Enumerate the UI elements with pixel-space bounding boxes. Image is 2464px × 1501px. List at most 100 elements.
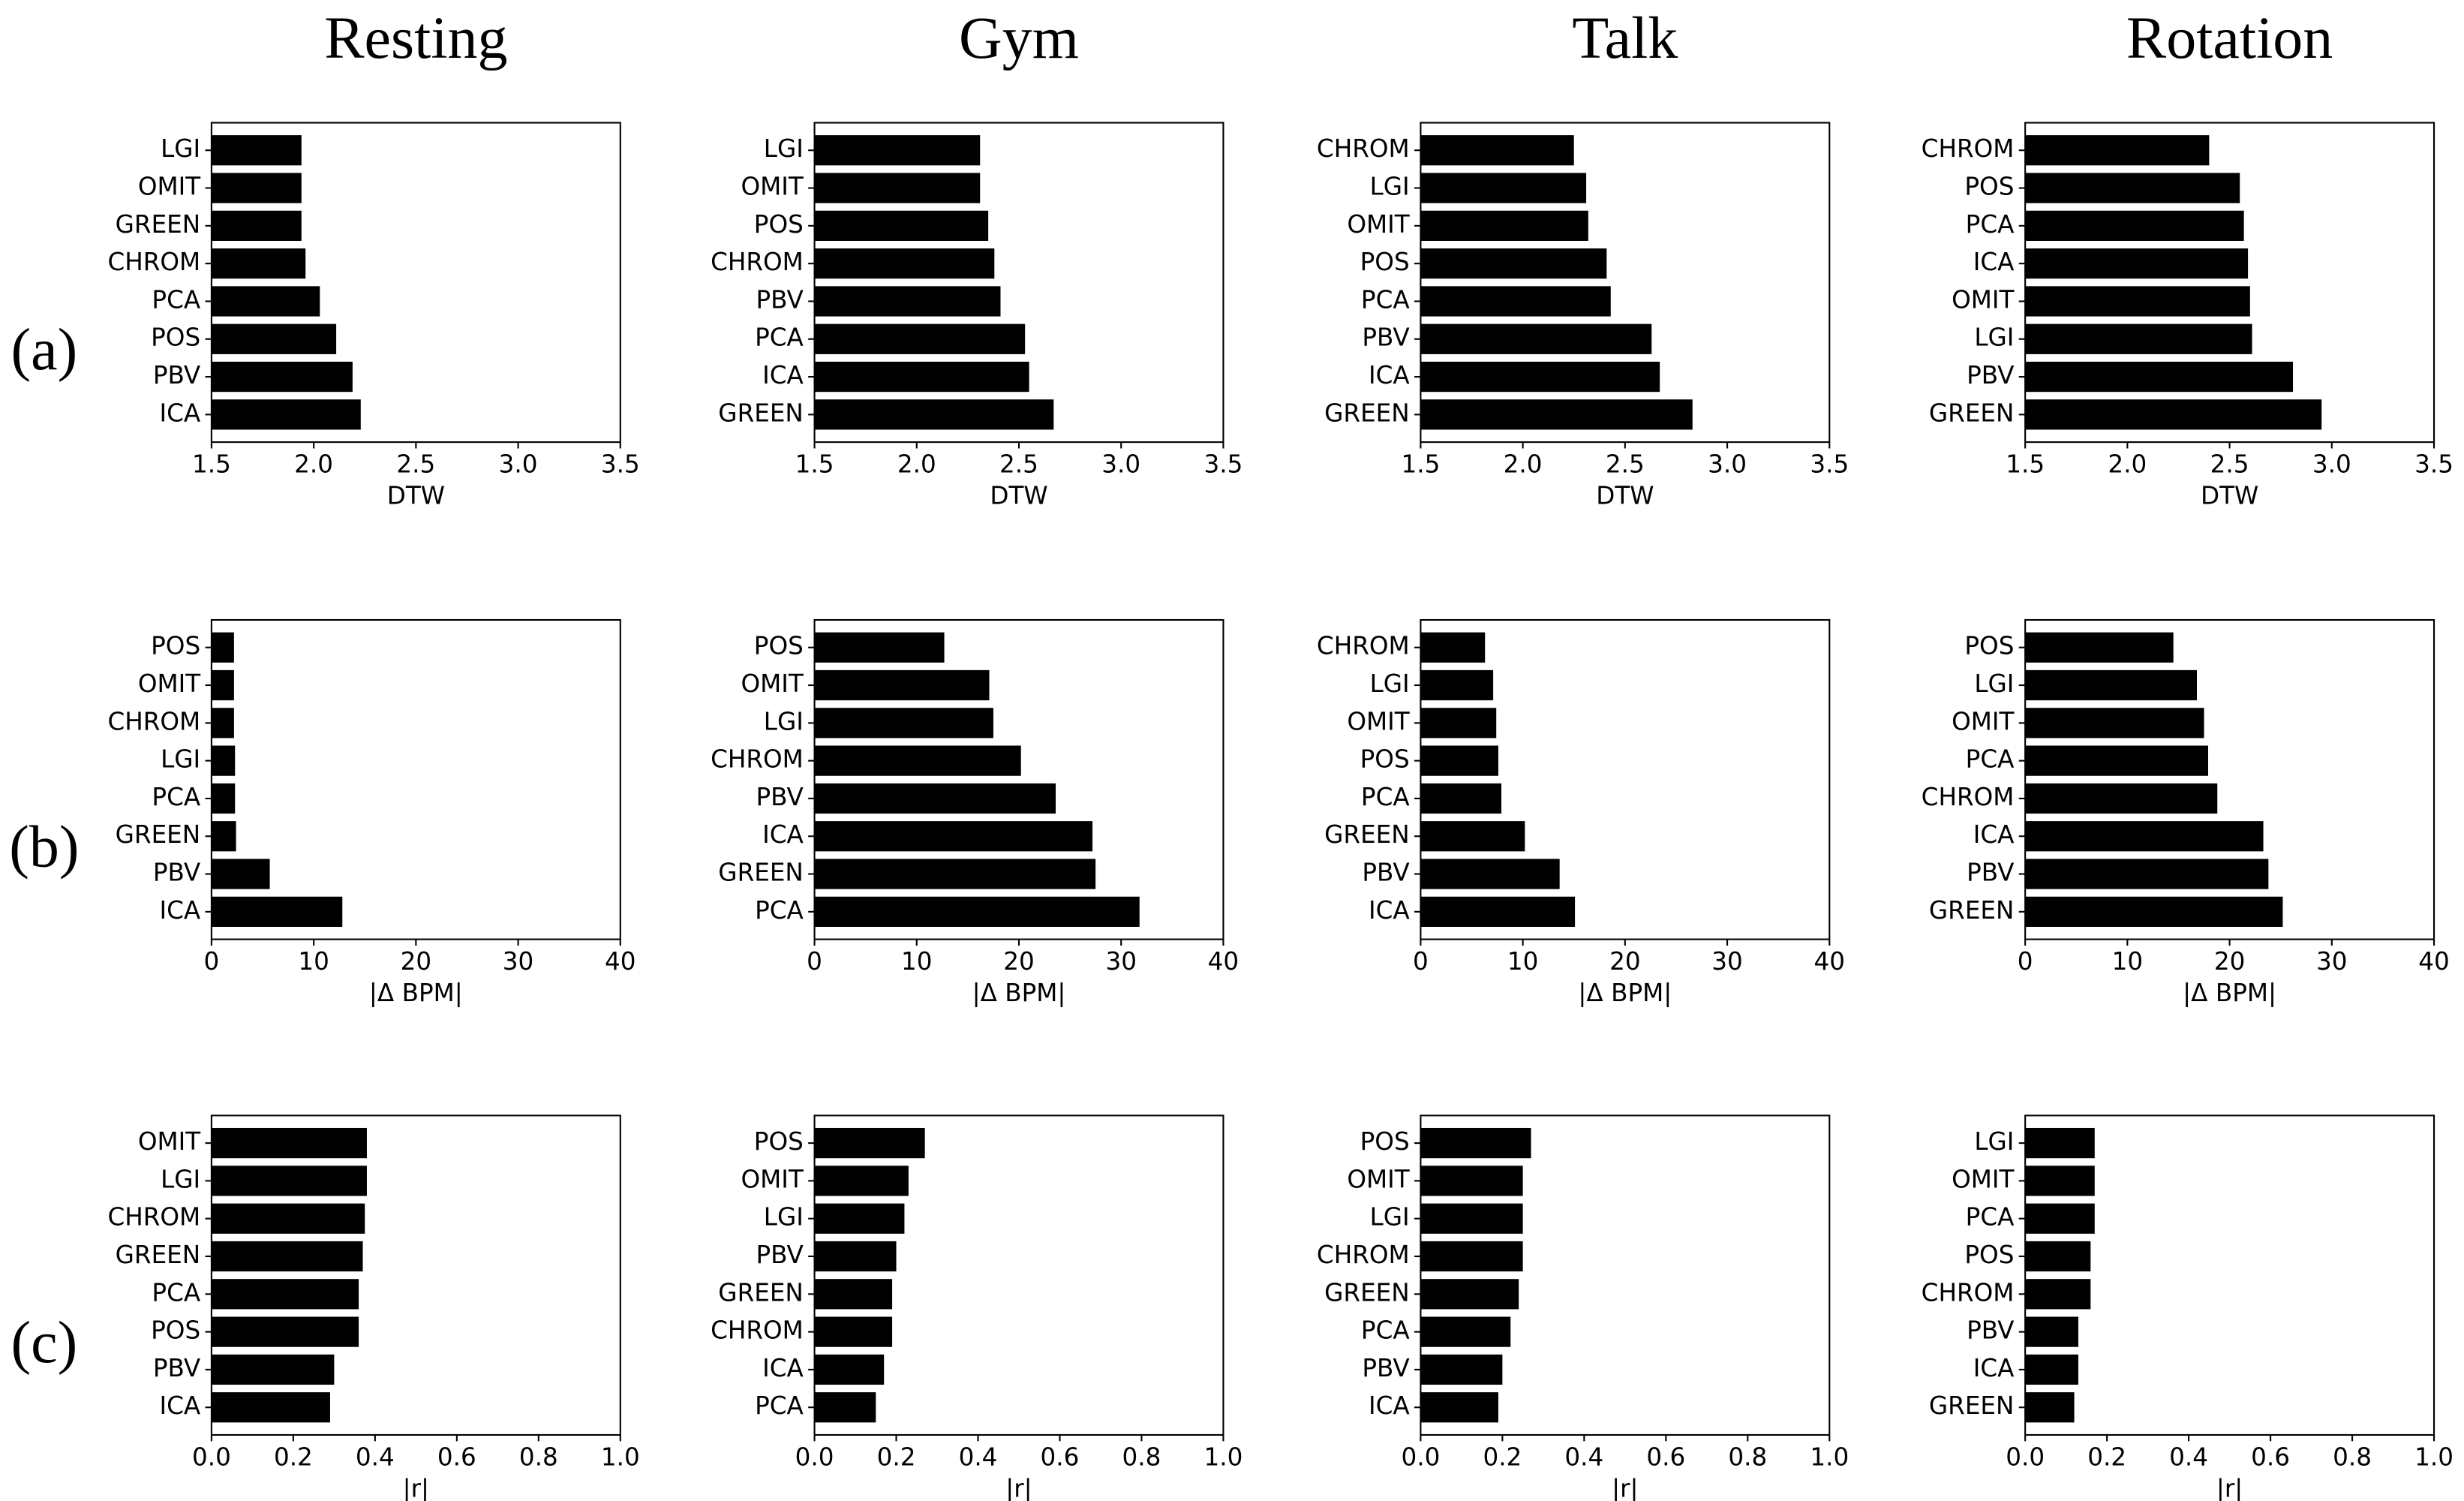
y-tick-label: PBV <box>1967 1316 2014 1345</box>
bar <box>814 173 981 203</box>
x-tick-label: 1.5 <box>795 450 834 479</box>
y-tick-label: OMIT <box>1952 707 2014 735</box>
bar <box>211 1127 367 1159</box>
y-tick-label: CHROM <box>1922 134 2015 163</box>
y-tick-label: PBV <box>153 1354 200 1382</box>
x-tick-label: 10 <box>901 947 932 976</box>
x-tick-label: 1.5 <box>192 450 231 479</box>
bar <box>2025 173 2240 203</box>
y-tick-label: GREEN <box>116 1241 201 1269</box>
y-tick-label: POS <box>754 1127 804 1156</box>
bar <box>211 399 361 430</box>
y-tick-label: LGI <box>161 1165 200 1193</box>
y-tick-label: OMIT <box>138 1127 200 1156</box>
x-axis-label: DTW <box>990 482 1047 510</box>
x-tick-label: 1.5 <box>1401 450 1440 479</box>
x-tick-label: 0.0 <box>2006 1442 2045 1471</box>
bar <box>1420 1392 1498 1423</box>
bar <box>211 745 236 776</box>
bar <box>814 1203 905 1234</box>
y-tick-label: PCA <box>1966 210 2015 239</box>
bar <box>211 1203 365 1234</box>
column-title: Rotation <box>2126 5 2333 71</box>
y-tick-label: OMIT <box>741 669 803 698</box>
axes-frame <box>813 618 1224 940</box>
x-axis-label: |r| <box>1612 1474 1638 1501</box>
bar <box>2025 632 2174 663</box>
bar <box>211 135 302 166</box>
x-tick-label: 20 <box>1003 947 1034 976</box>
bar <box>2025 1203 2095 1234</box>
x-tick-label: 0.2 <box>274 1442 313 1471</box>
bar <box>814 783 1056 814</box>
y-tick-label: POS <box>151 323 200 352</box>
axes-frame <box>210 1114 621 1436</box>
bar <box>2025 1241 2091 1272</box>
y-tick-label: PCA <box>1966 745 2015 774</box>
y-tick-label: POS <box>151 632 200 660</box>
bar <box>211 708 234 738</box>
y-tick-label: PCA <box>1361 1316 1410 1345</box>
y-tick-label: LGI <box>1974 1127 2014 1156</box>
x-tick-label: 20 <box>2214 947 2245 976</box>
bar <box>1420 1166 1523 1196</box>
bar <box>2025 708 2204 738</box>
x-tick-label: 2.0 <box>1504 450 1543 479</box>
bar <box>814 1316 893 1347</box>
x-tick-label: 0 <box>807 947 822 976</box>
bar <box>211 896 343 927</box>
x-tick-label: 0.6 <box>1041 1442 1080 1471</box>
x-tick-label: 1.0 <box>601 1442 640 1471</box>
bar <box>814 286 1001 317</box>
column-title: Gym <box>959 5 1079 71</box>
x-tick-label: 3.5 <box>1810 450 1849 479</box>
y-tick-label: POS <box>1964 632 2014 660</box>
axes-frame <box>1420 1114 1831 1436</box>
x-tick-label: 2.5 <box>2210 450 2249 479</box>
x-tick-label: 0.0 <box>1401 1442 1440 1471</box>
bar <box>1420 286 1611 317</box>
x-tick-label: 30 <box>1711 947 1742 976</box>
bar <box>2025 821 2264 852</box>
x-tick-label: 30 <box>503 947 533 976</box>
y-tick-label: CHROM <box>711 248 804 276</box>
bar <box>2025 1316 2078 1347</box>
y-tick-label: OMIT <box>138 173 200 201</box>
bar <box>814 248 995 279</box>
bar <box>1420 210 1588 241</box>
y-tick-label: POS <box>1360 1127 1410 1156</box>
x-tick-label: 1.0 <box>1204 1442 1243 1471</box>
x-tick-label: 0.2 <box>1483 1442 1522 1471</box>
x-tick-label: 3.5 <box>2414 450 2453 479</box>
bar <box>2025 1354 2078 1385</box>
axes-frame <box>1420 122 1831 444</box>
x-tick-label: 0.6 <box>1646 1442 1685 1471</box>
bar <box>211 632 234 663</box>
bar <box>814 669 990 701</box>
y-tick-label: CHROM <box>1317 632 1410 660</box>
bar <box>1420 821 1525 852</box>
bar <box>1420 1316 1511 1347</box>
x-tick-label: 0.8 <box>1728 1442 1767 1471</box>
axes-frame <box>210 122 621 444</box>
x-tick-label: 2.5 <box>1606 450 1645 479</box>
y-tick-label: OMIT <box>741 1165 803 1193</box>
y-tick-label: PCA <box>755 1391 804 1420</box>
bar <box>814 821 1093 852</box>
bar <box>211 1392 330 1423</box>
bar <box>211 1166 367 1196</box>
bar <box>2025 135 2210 166</box>
x-tick-label: 40 <box>1814 947 1845 976</box>
y-tick-label: LGI <box>1974 669 2014 698</box>
bar <box>211 286 320 317</box>
y-tick-label: OMIT <box>138 669 200 698</box>
bar <box>211 210 302 241</box>
x-tick-label: 10 <box>2112 947 2143 976</box>
bar <box>2025 859 2269 889</box>
bar <box>211 1354 335 1385</box>
bar <box>814 399 1054 430</box>
y-tick-label: POS <box>1360 745 1410 774</box>
y-tick-label: PCA <box>1361 783 1410 811</box>
x-tick-label: 20 <box>401 947 431 976</box>
x-tick-label: 1.5 <box>2006 450 2045 479</box>
